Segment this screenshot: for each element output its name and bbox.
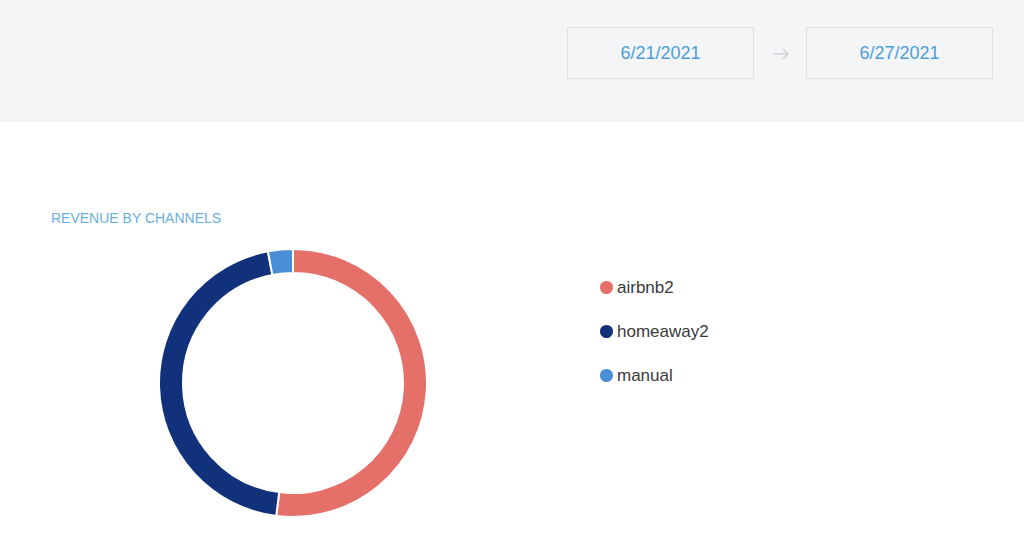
svg-text:airbnb2: airbnb2 — [617, 278, 674, 297]
svg-text:manual: manual — [617, 366, 673, 385]
svg-text:homeaway2: homeaway2 — [617, 322, 709, 341]
svg-text:REVENUE BY CHANNELS: REVENUE BY CHANNELS — [51, 210, 221, 226]
html-text:6/27/2021: 6/27/2021 — [859, 42, 940, 63]
html-text:6/21/2021: 6/21/2021 — [620, 42, 701, 63]
